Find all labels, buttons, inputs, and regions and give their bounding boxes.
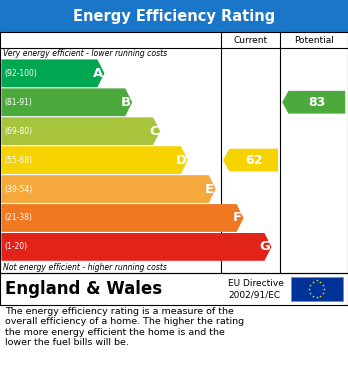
Polygon shape xyxy=(282,91,345,114)
Text: 83: 83 xyxy=(308,96,325,109)
Text: C: C xyxy=(149,125,159,138)
Text: (92-100): (92-100) xyxy=(4,69,37,78)
Text: (1-20): (1-20) xyxy=(4,242,27,251)
Polygon shape xyxy=(1,175,216,203)
Polygon shape xyxy=(1,146,188,174)
Text: (39-54): (39-54) xyxy=(4,185,32,194)
Text: EU Directive
2002/91/EC: EU Directive 2002/91/EC xyxy=(228,278,284,300)
Text: E: E xyxy=(205,183,214,196)
Bar xyxy=(291,277,343,301)
Text: (55-68): (55-68) xyxy=(4,156,32,165)
Polygon shape xyxy=(1,117,160,145)
Bar xyxy=(0,0,348,32)
Text: (21-38): (21-38) xyxy=(4,213,32,222)
Text: Energy Efficiency Rating: Energy Efficiency Rating xyxy=(73,9,275,23)
Text: D: D xyxy=(175,154,187,167)
Polygon shape xyxy=(1,233,271,261)
Polygon shape xyxy=(1,88,132,116)
Text: Potential: Potential xyxy=(294,36,334,45)
Polygon shape xyxy=(1,204,244,232)
Text: (69-80): (69-80) xyxy=(4,127,32,136)
Text: B: B xyxy=(121,96,131,109)
Text: G: G xyxy=(259,240,270,253)
Text: Current: Current xyxy=(234,36,268,45)
Polygon shape xyxy=(223,149,278,172)
Text: England & Wales: England & Wales xyxy=(5,280,163,298)
Text: Very energy efficient - lower running costs: Very energy efficient - lower running co… xyxy=(3,49,168,59)
Text: (81-91): (81-91) xyxy=(4,98,32,107)
Text: A: A xyxy=(93,67,103,80)
Bar xyxy=(0,32,348,273)
Polygon shape xyxy=(1,59,104,87)
Text: Not energy efficient - higher running costs: Not energy efficient - higher running co… xyxy=(3,263,167,272)
Text: F: F xyxy=(233,212,242,224)
Bar xyxy=(0,273,348,305)
Text: The energy efficiency rating is a measure of the
overall efficiency of a home. T: The energy efficiency rating is a measur… xyxy=(5,307,244,347)
Text: 62: 62 xyxy=(245,154,262,167)
